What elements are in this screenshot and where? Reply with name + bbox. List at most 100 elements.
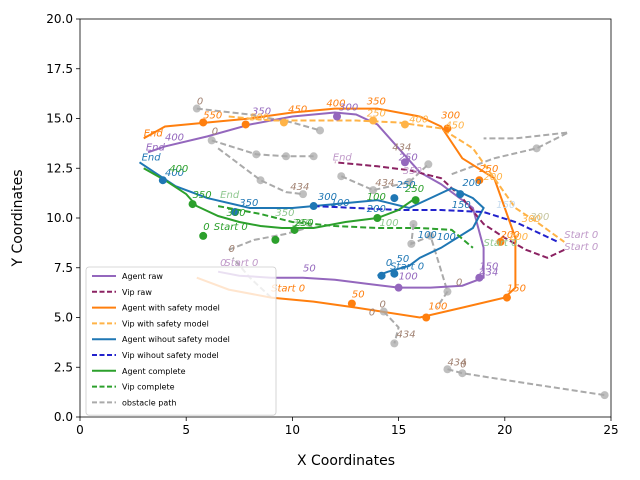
point-annotation: 0 — [379, 300, 385, 311]
series-marker — [207, 136, 216, 145]
point-annotation: 550 — [203, 111, 222, 122]
series-marker — [443, 287, 452, 296]
legend-box — [85, 266, 277, 416]
series-marker — [316, 126, 325, 135]
point-annotation: 50 — [303, 264, 316, 275]
series-marker — [309, 202, 318, 211]
point-annotation: 0 — [460, 359, 466, 370]
series-marker — [369, 186, 378, 195]
series-marker — [279, 118, 288, 127]
point-annotation: 0 — [386, 258, 392, 269]
point-annotation: 434 — [396, 329, 415, 340]
series-marker — [496, 237, 505, 246]
legend-entry: Agent raw — [122, 272, 163, 281]
series-marker — [502, 293, 511, 302]
legend-entry: Agent complete — [122, 367, 186, 376]
point-annotation: 350 — [367, 97, 386, 108]
series-marker — [443, 365, 452, 374]
series-line-1 — [334, 161, 565, 259]
point-annotation: 0 — [369, 308, 375, 319]
legend-entry: Vip complete — [122, 383, 175, 392]
series-marker — [256, 176, 265, 185]
point-annotation: 350 — [239, 198, 258, 209]
point-annotation: 434 — [392, 142, 411, 153]
legend: Agent raw Vip raw Agent with safety model V… — [85, 266, 277, 416]
legend-entry: Vip wihout safety model — [122, 351, 219, 360]
point-annotation: Start 0 — [564, 230, 598, 241]
series-marker — [407, 239, 416, 248]
obstacle-path-segment — [228, 225, 314, 251]
y-tick-label: 5.0 — [54, 311, 73, 325]
series-marker — [241, 120, 250, 129]
series-marker — [424, 160, 433, 169]
y-tick-label: 2.5 — [54, 360, 73, 374]
series-marker — [252, 150, 261, 159]
legend-entry: Agent with safety model — [122, 304, 220, 313]
series-marker — [192, 104, 201, 113]
series-marker — [369, 116, 378, 125]
x-axis-title: X Coordinates — [297, 453, 395, 469]
series-marker — [532, 144, 541, 153]
point-annotation: 300 — [227, 208, 246, 219]
y-tick-label: 20.0 — [46, 12, 73, 26]
point-annotation: 250 — [367, 109, 386, 120]
series-marker — [456, 190, 465, 199]
plot-area — [138, 104, 609, 400]
point-annotation: 500 — [250, 112, 269, 123]
x-tick-label: 0 — [76, 423, 84, 437]
point-annotation: 250 — [396, 180, 415, 191]
point-annotation: 350 — [403, 166, 422, 177]
point-annotation: 100 — [399, 272, 418, 283]
point-annotation: 0 — [203, 222, 209, 233]
series-marker — [411, 196, 420, 205]
obstacle-path-segment — [196, 107, 321, 132]
y-tick-label: 15.0 — [46, 112, 73, 126]
series-marker — [409, 219, 418, 228]
point-annotation: 0 — [456, 278, 462, 289]
series-marker — [158, 176, 167, 185]
point-annotation: 100 — [331, 198, 350, 209]
legend-entry: Vip raw — [122, 288, 152, 297]
point-annotation: 150 — [479, 262, 498, 273]
series-marker — [400, 120, 409, 129]
y-tick-label: 12.5 — [46, 161, 73, 175]
point-annotation: 250 — [399, 152, 418, 163]
point-annotation: 400 — [326, 99, 345, 110]
y-tick-label: 0.0 — [54, 410, 73, 424]
legend-entry: Vip with safety model — [122, 319, 209, 328]
point-annotation: 400 — [165, 168, 184, 179]
x-tick-label: 15 — [391, 423, 406, 437]
series-marker — [188, 200, 197, 209]
obstacle-path-segment — [382, 310, 400, 344]
series-marker — [390, 339, 399, 348]
point-annotation: 250 — [405, 184, 424, 195]
point-annotation: 434 — [479, 268, 498, 279]
series-marker — [390, 194, 399, 203]
series-marker — [379, 307, 388, 316]
series-marker — [299, 190, 308, 199]
point-annotation: 200 — [501, 230, 520, 241]
obstacle-path-segment — [217, 147, 304, 196]
point-annotation: 200 — [484, 172, 503, 183]
series-line-4 — [138, 161, 485, 277]
series-marker — [377, 271, 386, 280]
x-tick-label: 10 — [285, 423, 300, 437]
point-annotation: 0 — [197, 97, 203, 108]
series-line-7 — [217, 205, 474, 249]
point-annotation: 100 — [418, 230, 437, 241]
point-annotation: 300 — [292, 218, 311, 229]
point-annotation: 0 — [212, 126, 218, 137]
series-marker — [309, 152, 318, 161]
point-annotation: 300 — [530, 212, 549, 223]
point-annotation: Start 0 — [484, 238, 518, 249]
point-annotation: 300 — [339, 103, 358, 114]
series-line-5 — [313, 205, 559, 243]
point-annotation: Start 0 — [214, 222, 248, 233]
point-annotation: Start 0 — [224, 258, 258, 269]
point-annotation: 350 — [193, 190, 212, 201]
series-marker — [271, 235, 280, 244]
series-marker — [394, 283, 403, 292]
point-annotation: 250 — [295, 218, 314, 229]
point-annotation: 0 — [220, 258, 226, 269]
